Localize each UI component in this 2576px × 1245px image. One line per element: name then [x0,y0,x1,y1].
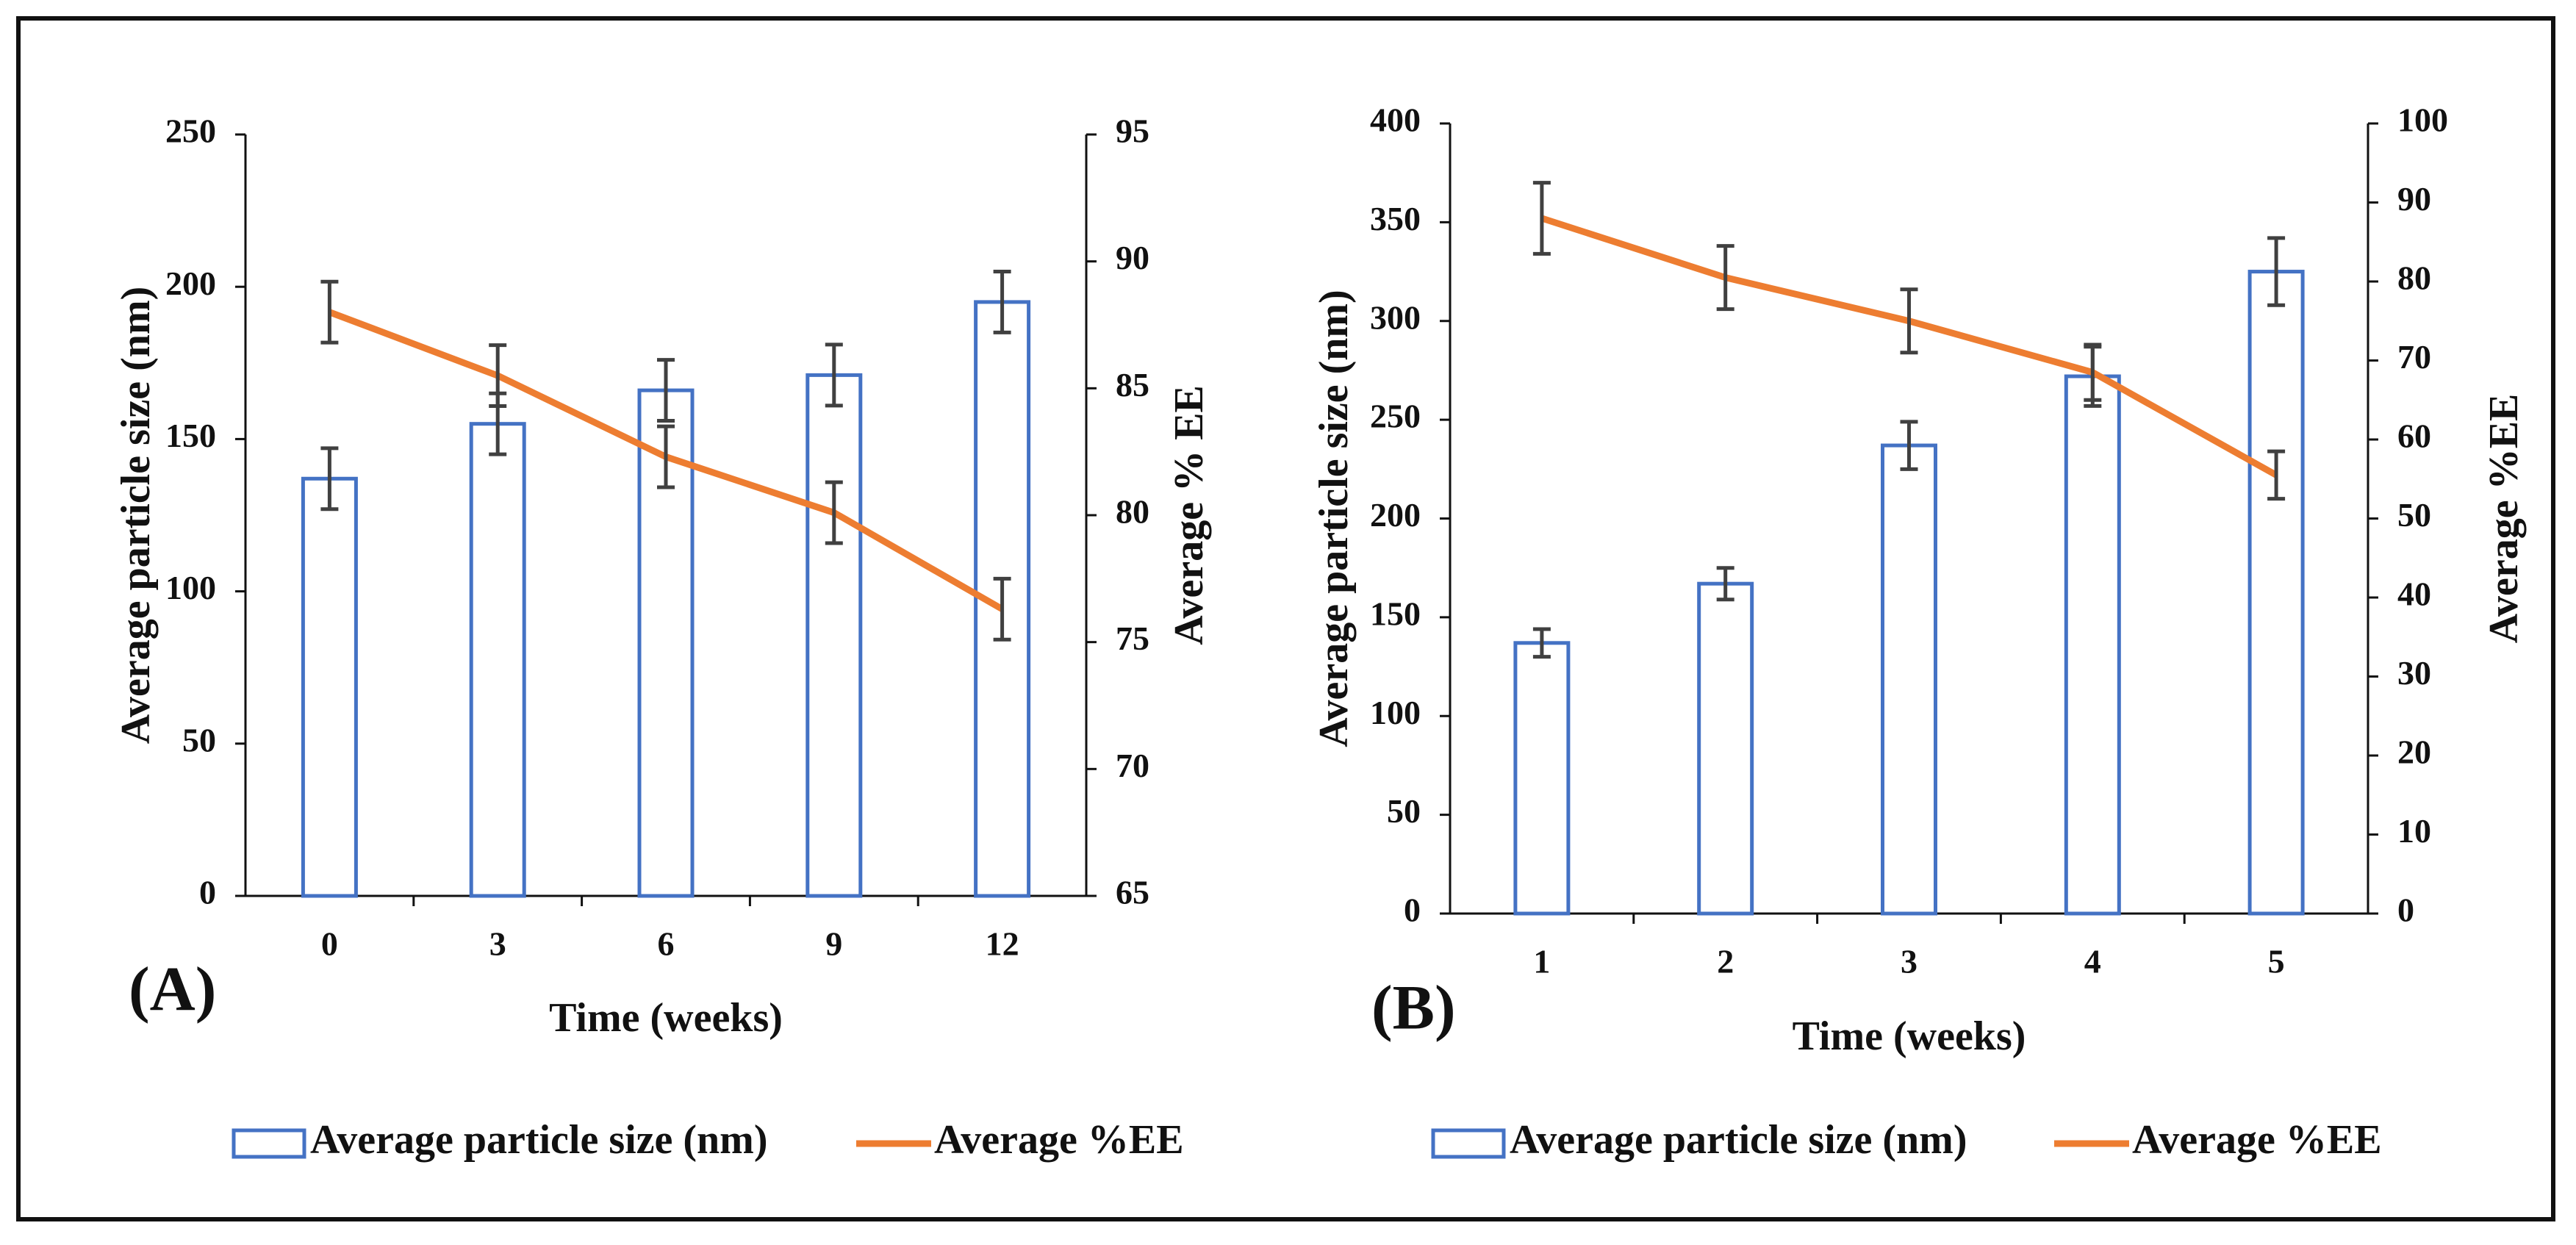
y2-tick-label: 90 [2397,180,2431,218]
y2-tick-label: 100 [2397,101,2448,139]
x-tick-label: 6 [658,925,675,963]
bar [806,373,863,898]
y2-tick-label: 30 [2397,654,2431,692]
y-tick-label: 100 [165,569,216,606]
y-tick-label: 200 [1370,496,1421,534]
x-tick-label: 2 [1717,943,1734,980]
y2-tick-label: 20 [2397,733,2431,771]
x-tick-label: 4 [2084,943,2101,980]
y2-tick-label: 95 [1116,112,1149,150]
y-tick-label: 400 [1370,101,1421,139]
figure-frame [16,16,2555,1221]
x-axis-title: Time (weeks) [549,995,783,1041]
bar [2247,270,2305,916]
legend-bar-swatch [1431,1128,1506,1159]
y-axis-title: Average particle size (nm) [1311,290,1357,747]
y2-tick-label: 0 [2397,891,2414,929]
y-tick-label: 350 [1370,200,1421,237]
y2-tick-label: 90 [1116,239,1149,276]
y2-tick-label: 40 [2397,575,2431,613]
x-tick-label: 1 [1533,943,1550,980]
x-tick-label: 5 [2268,943,2285,980]
bar [1697,581,1754,916]
legend-line-label: Average %EE [2132,1117,2382,1163]
legend-line-label: Average %EE [934,1117,1184,1163]
legend-bar-swatch [232,1128,306,1159]
x-tick-label: 3 [489,925,506,963]
y2-tick-label: 80 [1116,493,1149,531]
y-tick-label: 250 [165,112,216,150]
y2-tick-label: 70 [2397,338,2431,376]
y-tick-label: 0 [199,874,216,911]
y-tick-label: 100 [1370,694,1421,731]
y-tick-label: 150 [1370,595,1421,632]
y2-axis-title: Average % EE [1166,385,1212,645]
legend-bar-label: Average particle size (nm) [310,1117,767,1163]
bar [1513,641,1571,916]
y-tick-label: 0 [1404,891,1421,929]
y2-tick-label: 60 [2397,417,2431,455]
bar [469,422,526,898]
y-tick-label: 150 [165,417,216,454]
panel-label: (B) [1371,972,1456,1043]
y2-tick-label: 10 [2397,812,2431,850]
bar [301,476,358,898]
y2-tick-label: 85 [1116,366,1149,403]
y2-tick-label: 50 [2397,496,2431,534]
y-tick-label: 200 [165,265,216,302]
y-tick-label: 250 [1370,398,1421,435]
y2-axis-title: Average %EE [2481,394,2527,644]
y-tick-label: 50 [182,721,216,758]
y2-tick-label: 65 [1116,874,1149,911]
x-tick-label: 9 [825,925,842,963]
x-tick-label: 0 [321,925,338,963]
bar [1881,443,1937,916]
y-tick-label: 300 [1370,298,1421,336]
x-tick-label: 12 [986,925,1019,963]
legend-bar-label: Average particle size (nm) [1510,1117,1967,1163]
y2-tick-label: 75 [1116,620,1149,657]
bar [2064,374,2121,916]
y2-tick-label: 70 [1116,747,1149,784]
y-tick-label: 50 [1387,792,1421,830]
panel-label: (A) [129,954,216,1025]
y2-tick-label: 80 [2397,259,2431,297]
y-axis-title: Average particle size (nm) [113,287,159,744]
x-tick-label: 3 [1901,943,1917,980]
x-axis-title: Time (weeks) [1793,1013,2026,1059]
